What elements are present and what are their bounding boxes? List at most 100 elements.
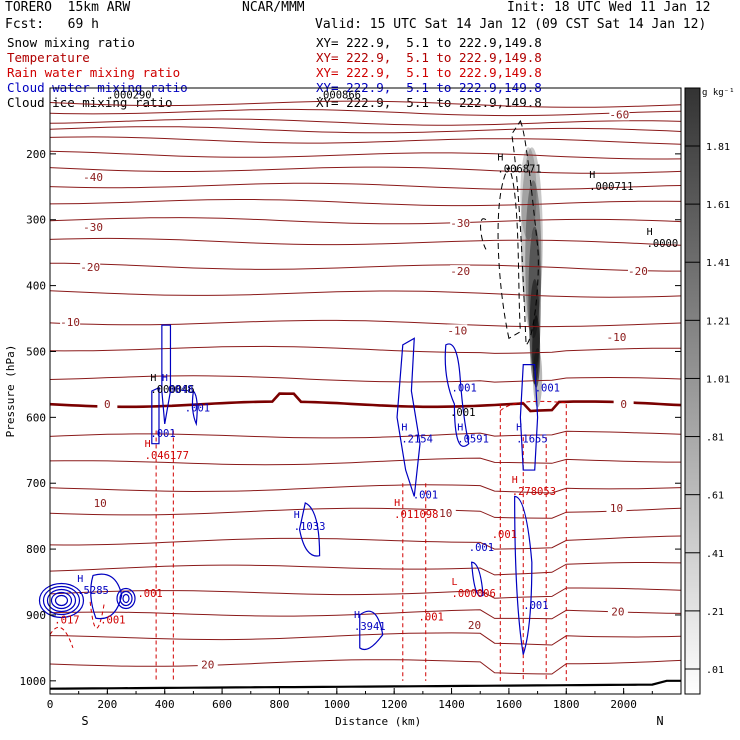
y-tick-label: 900 [26,609,46,622]
extremum-marker: H [512,475,518,486]
legend-entry-xy: XY= 222.9, 5.1 to 222.9,149.8 [316,50,542,65]
colorbar-label: 1.41 [706,258,730,269]
extremum-value: .2154 [401,433,433,445]
extremum-value: .046177 [145,450,189,462]
snow-plume-blob [520,147,537,240]
y-tick-label: 800 [26,543,46,556]
overlap-label-mid: .000866 [317,90,361,102]
legend-entry-name: Cloud ice mixing ratio [7,95,173,110]
isotherm-line [49,632,682,646]
x-tick-label: 800 [270,698,290,711]
colorbar-label: .21 [706,607,724,618]
extremum-value: .1033 [294,521,326,533]
temperature-labels: -60 -40 -30 -30 -20 -20 -20 -10 -10 -10 0 0 10 10 10 20… [60,108,648,671]
ice-contour [497,165,521,340]
extremum-marker: H [394,498,400,509]
temp-label-bg [606,330,627,343]
x-tick-label: 1400 [438,698,465,711]
isotherm-line [49,118,682,126]
extremum-value: .001 [137,588,162,600]
cloud-water-contour [519,364,539,471]
temp-label-bg [606,502,627,515]
colorbar-label: .61 [706,491,724,502]
colorbar-scale [684,87,701,695]
isotherm-line [49,100,682,108]
x-tick-label: 1800 [553,698,580,711]
cloud-water-contour [161,324,172,425]
temp-label-bg [450,217,471,230]
extremum-value: .000006 [452,588,496,600]
cloud-water-ring [116,587,136,610]
rain-contour [49,626,74,649]
colorbar-label: 1.81 [706,142,730,153]
extremum-marker: H [589,170,595,181]
extremum-value: .001 [469,542,494,554]
forecast-hour: Fcst: 69 h [5,17,99,32]
temperature-label: -10 [447,324,467,337]
isotherm-line [49,126,682,134]
x-tick-label: 1600 [496,698,523,711]
extremum-value: .001 [535,383,560,395]
rain-contour [499,400,567,412]
colorbar: 1.81 1.61 1.41 1.21 1.01 .81 .61 .41 .21 .01 g kg⁻… [684,87,735,695]
extremum-marker: H [162,373,168,384]
cloud-water-contour [191,389,198,427]
ice-contour [511,119,539,346]
legend-entry-xy: XY= 222.9, 5.1 to 222.9,149.8 [316,35,542,50]
extremum-value: .001 [413,489,438,501]
cloud-water-ring [54,594,69,607]
extremum-value: .001 [150,428,175,440]
x-tick-label: 1200 [381,698,408,711]
extremum-marker: H [77,574,83,585]
cloud-water-ring [42,585,81,616]
extremum-value: .001 [452,383,477,395]
isotherm-line [49,108,682,117]
y-tick-label: 1000 [20,675,47,688]
temp-label-bg [80,261,101,274]
cloud-water-contour [90,573,123,620]
extremum-value: .0048 [162,384,194,396]
snow-plume-blob [533,348,543,408]
temperature-label: 20 [468,619,481,632]
temperature-label: 10 [610,502,623,515]
temperature-label: 0 [104,398,111,411]
extremum-value: .001 [100,615,125,627]
model-title: TORERO 15km ARW [5,0,131,15]
y-tick-label: 400 [26,280,46,293]
axes: 0 200 400 600 800 1000 1200 1400 1600 1800 2000200… [4,148,682,728]
extremum-value: .0591 [457,433,489,445]
temp-label-bg [613,398,634,411]
colorbar-label: 1.61 [706,200,730,211]
cloud-water-ring [119,590,133,607]
extremum-value: .001 [450,407,475,419]
south-label: S [81,714,88,728]
isotherm-line [49,587,682,599]
isotherm-line [49,166,682,174]
extremum-value: .001 [523,600,548,612]
isotherm-line [49,659,682,675]
temp-label-bg [83,220,104,233]
isotherm-line [49,262,681,272]
y-tick-label: 200 [26,148,46,161]
rain-contour [89,601,105,629]
rain-water-contours [49,400,567,681]
isotherm-line [49,319,682,328]
temperature-label: -10 [60,316,80,329]
temperature-label: 10 [94,497,107,510]
x-tick-label: 600 [212,698,232,711]
temp-label-bg [197,658,218,671]
extremum-value: .000046 [150,384,194,396]
colorbar-label: .01 [706,665,724,676]
temperature-label: 20 [611,606,624,619]
y-tick-label: 500 [26,345,46,358]
extremum-marker: H [150,373,156,384]
ice-contour [480,218,487,250]
cloud-water-ring [46,588,77,613]
isotherm-line [49,290,682,298]
extremum-value: .006871 [497,163,541,175]
x-tick-label: 1000 [324,698,351,711]
y-tick-label: 300 [26,214,46,227]
cloud-water-contour [444,343,470,447]
temp-label-bg [435,506,456,519]
